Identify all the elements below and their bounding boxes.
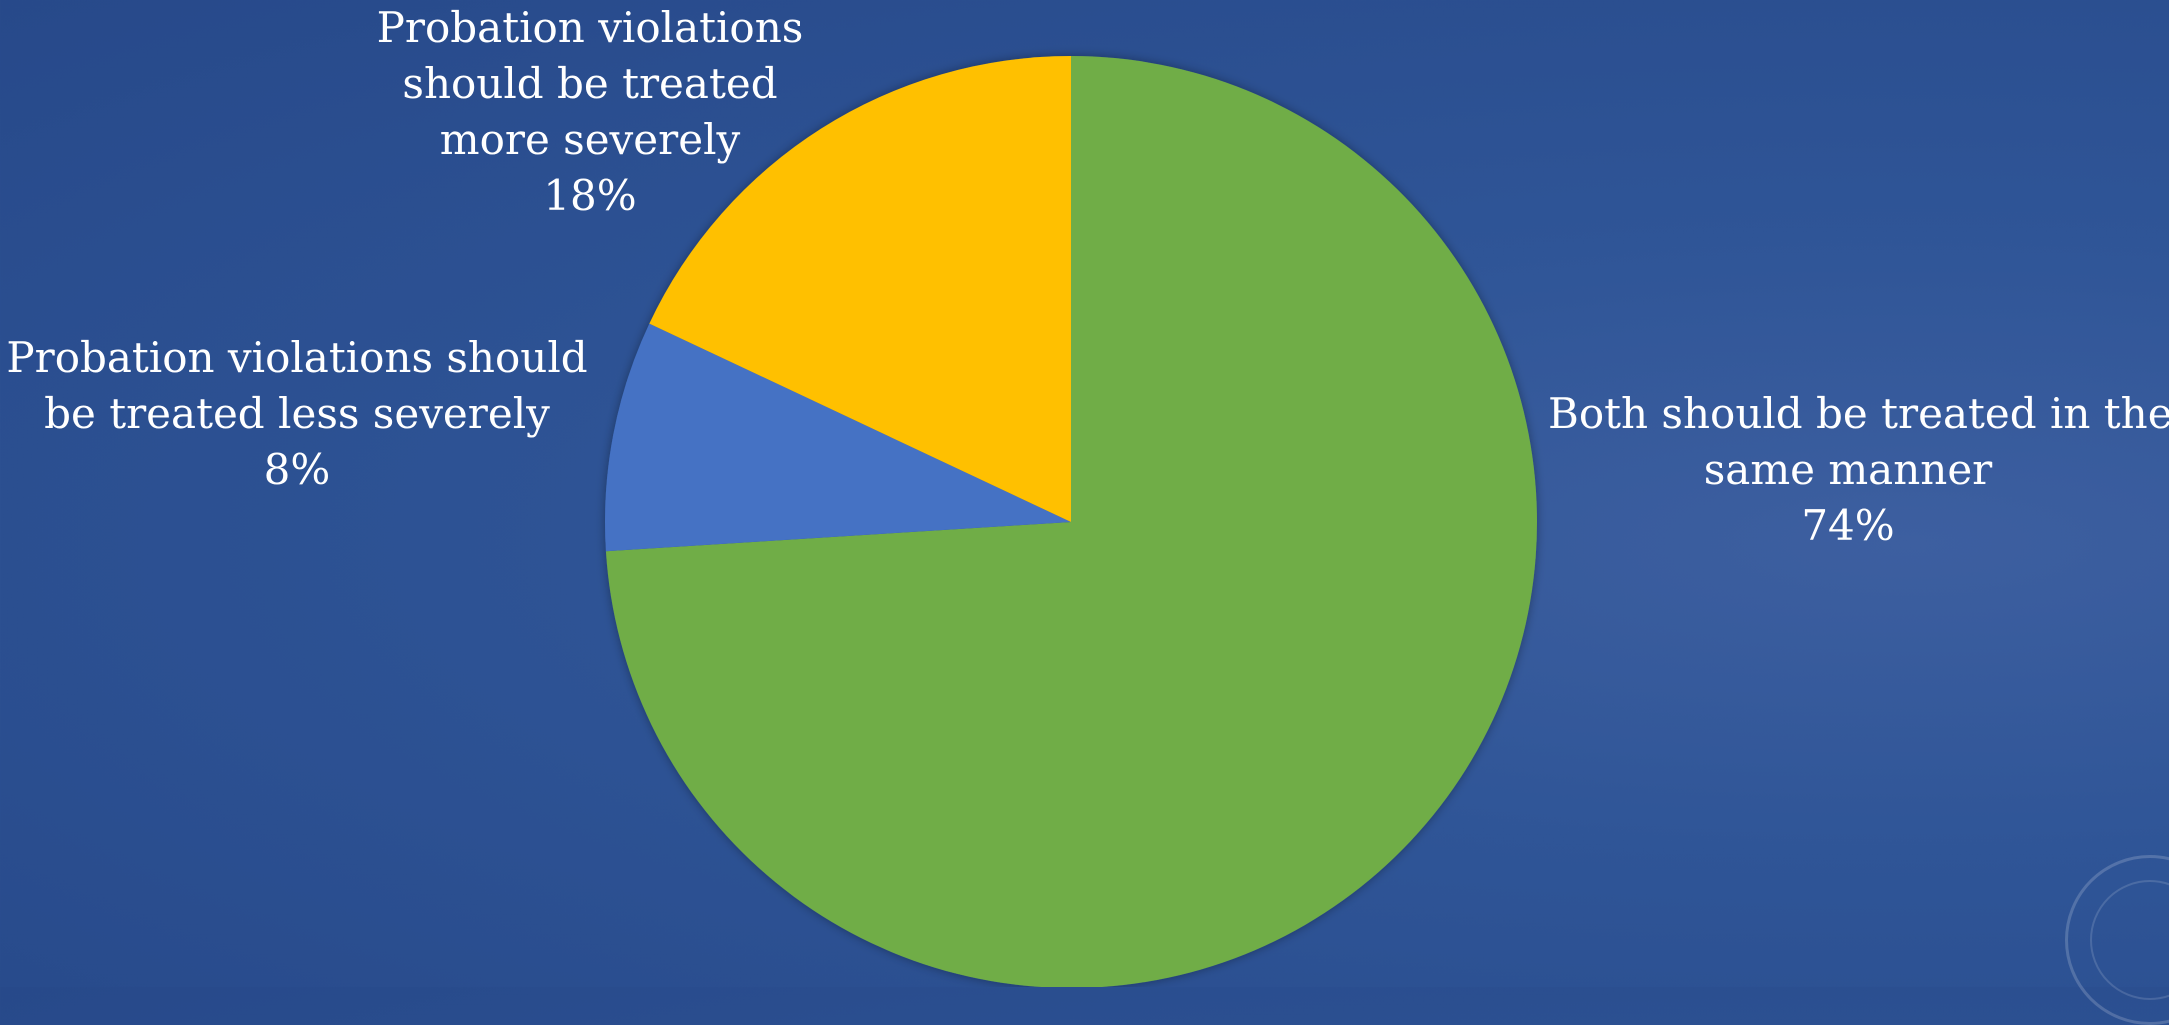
pie-label-percent: 74% bbox=[1801, 501, 1895, 550]
pie-label-same-manner: Both should be treated in the same manne… bbox=[1548, 386, 2169, 554]
pie-label-text: Probation violations should bbox=[6, 333, 588, 382]
pie-label-less-severely: Probation violations should be treated l… bbox=[0, 330, 594, 498]
pie-slice-same-manner bbox=[605, 56, 1537, 987]
pie-label-more-severely: Probation violations should be treated m… bbox=[340, 0, 840, 224]
pie-label-text: Both should be treated in the bbox=[1548, 389, 2169, 438]
pie-label-percent: 8% bbox=[263, 445, 331, 494]
pie-label-text: be treated less severely bbox=[44, 389, 550, 438]
pie-slice-less-severely bbox=[605, 323, 1071, 552]
pie-label-text: more severely bbox=[439, 115, 741, 164]
pie-label-text: Probation violations bbox=[376, 3, 804, 52]
pie-label-percent: 18% bbox=[543, 171, 637, 220]
pie-slice-more-severely bbox=[649, 56, 1071, 522]
pie-label-text: should be treated bbox=[402, 59, 778, 108]
pie-label-text: same manner bbox=[1703, 445, 1993, 494]
pie-chart bbox=[605, 56, 1537, 987]
